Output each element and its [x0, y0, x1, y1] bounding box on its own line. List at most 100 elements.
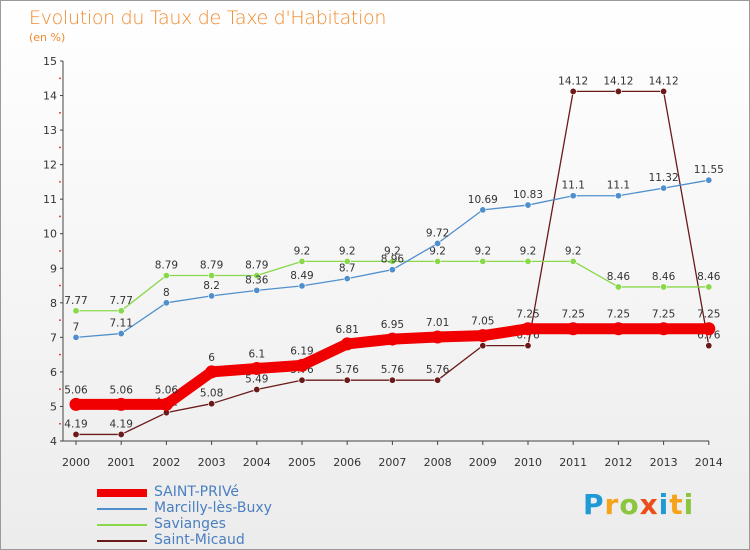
data-label: 5.76 [381, 364, 405, 376]
y-minor-tick [59, 422, 61, 425]
data-point [566, 322, 580, 336]
data-point [657, 322, 671, 336]
legend-swatch [97, 524, 147, 526]
data-label: 6 [208, 352, 215, 364]
data-point [162, 299, 170, 307]
y-tick-label: 12 [43, 159, 57, 172]
x-tick-label: 2010 [514, 456, 542, 469]
y-minor-tick [59, 353, 61, 356]
data-label: 9.2 [294, 245, 311, 257]
data-point [434, 239, 442, 247]
data-label: 7.01 [426, 317, 449, 329]
data-label: 14.12 [649, 75, 679, 87]
data-point [205, 365, 219, 379]
data-label: 6.1 [248, 348, 265, 360]
data-point [660, 87, 668, 95]
y-tick-label: 8 [50, 297, 57, 310]
data-label: 6.81 [336, 324, 359, 336]
data-label: 9.2 [520, 245, 537, 257]
data-point [431, 330, 445, 344]
data-label: 8.46 [697, 271, 721, 283]
data-label: 11.32 [649, 172, 679, 184]
data-point [434, 257, 442, 265]
data-point [114, 397, 128, 411]
data-label: 5.76 [336, 364, 360, 376]
data-label: 8.79 [155, 260, 178, 272]
data-label: 8.49 [290, 270, 313, 282]
data-point [117, 430, 125, 438]
data-label: 9.2 [339, 245, 356, 257]
y-tick-label: 6 [50, 366, 57, 379]
data-point [117, 307, 125, 315]
data-point [569, 87, 577, 95]
data-point [611, 322, 625, 336]
data-label: 9.2 [429, 245, 446, 257]
data-point [479, 206, 487, 214]
logo-letter: r [604, 488, 620, 521]
proxiti-logo: Proxiti [583, 488, 694, 521]
y-minor-tick [59, 146, 61, 149]
data-point [388, 257, 396, 265]
data-label: 7.77 [64, 295, 87, 307]
data-label: 5.76 [426, 364, 450, 376]
data-point [72, 333, 80, 341]
x-tick-label: 2002 [152, 456, 180, 469]
y-tick-label: 7 [50, 331, 57, 344]
data-point [253, 386, 261, 394]
data-label: 14.12 [558, 75, 588, 87]
data-point [250, 361, 264, 375]
data-label: 5.08 [200, 388, 223, 400]
data-label: 7.77 [110, 295, 133, 307]
data-label: 6.19 [290, 345, 313, 357]
data-point [388, 266, 396, 274]
x-tick-label: 2013 [650, 456, 678, 469]
y-tick-label: 5 [50, 400, 57, 413]
data-label: 14.12 [603, 75, 633, 87]
data-label: 8.96 [381, 254, 405, 266]
data-label: 8.36 [245, 274, 269, 286]
data-label: 11.1 [607, 180, 630, 192]
data-point [614, 192, 622, 200]
data-point [521, 322, 535, 336]
data-point [298, 257, 306, 265]
y-minor-tick [59, 250, 61, 252]
data-point [388, 376, 396, 384]
data-point [208, 292, 216, 300]
data-label: 9.72 [426, 227, 449, 239]
chart-subtitle: (en %) [29, 31, 66, 44]
data-label: 9.2 [384, 245, 401, 257]
data-label: 5.06 [110, 384, 134, 396]
data-label: 7.25 [516, 309, 539, 321]
data-point [569, 257, 577, 265]
data-point [253, 286, 261, 294]
y-minor-tick [59, 77, 61, 80]
data-label: 8.46 [652, 271, 676, 283]
y-minor-tick [59, 215, 61, 218]
data-point [117, 330, 125, 338]
y-minor-tick [59, 284, 61, 287]
data-point [660, 283, 668, 291]
data-point [253, 272, 261, 280]
data-point [72, 430, 80, 438]
data-label: 5.49 [245, 374, 268, 386]
data-point [702, 322, 716, 336]
x-tick-label: 2011 [559, 456, 587, 469]
data-point [298, 282, 306, 290]
data-point [524, 342, 532, 350]
legend-label: Saint-Micaud [154, 532, 245, 548]
data-point [343, 257, 351, 265]
data-label: 5.06 [64, 384, 88, 396]
data-label: 4.19 [64, 418, 87, 430]
logo-letter: i [658, 488, 670, 521]
data-point [208, 400, 216, 408]
legend-swatch [97, 489, 147, 497]
chart-title: Evolution du Taux de Taxe d'Habitation [29, 7, 387, 29]
logo-letter: x [639, 488, 659, 521]
data-label: 8.7 [339, 263, 356, 275]
y-tick-label: 4 [50, 435, 57, 448]
data-point [162, 272, 170, 280]
logo-letter: o [619, 488, 640, 521]
y-tick-label: 9 [50, 262, 57, 275]
